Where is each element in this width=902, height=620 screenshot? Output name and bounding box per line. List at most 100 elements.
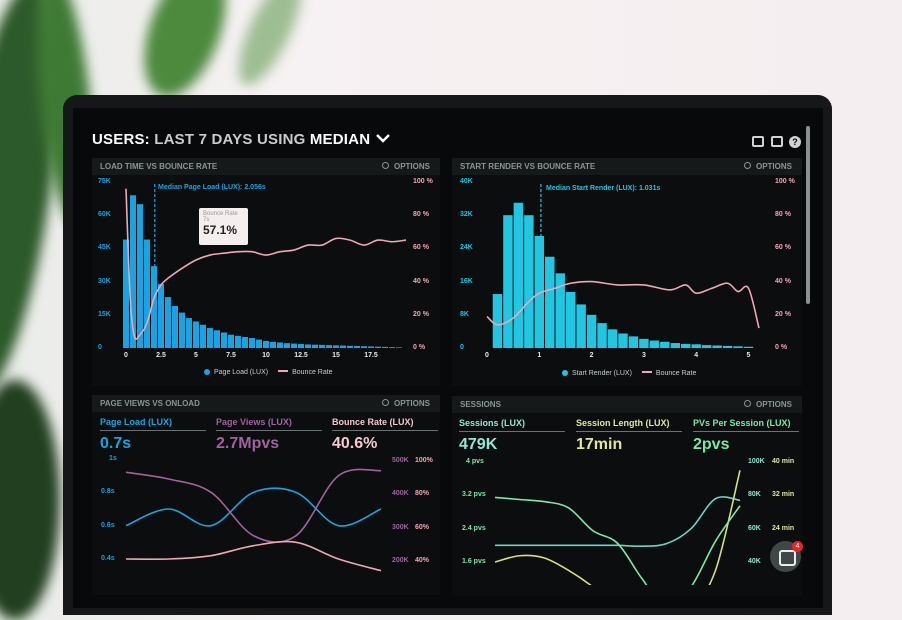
tooltip-value: 57.1% [203, 223, 238, 237]
y-tick-label: 16K [460, 277, 473, 285]
histogram-bar [681, 343, 691, 348]
y2-tick-label: 60 % [775, 244, 791, 252]
load-time-chart [123, 184, 407, 348]
monitor-icon[interactable] [752, 136, 764, 147]
scrollbar[interactable] [806, 126, 810, 304]
legend-item-bounce[interactable]: Bounce Rate [268, 369, 333, 376]
pvs-per-session-line [494, 496, 741, 585]
y2-tick-label: 40K [748, 557, 761, 565]
histogram-bar [319, 344, 325, 348]
histogram-bar [214, 330, 220, 348]
x-tick-label: 15 [332, 352, 340, 359]
options-button[interactable]: OPTIONS [744, 400, 792, 409]
help-icon[interactable]: ? [789, 136, 801, 148]
histogram-bar [649, 340, 660, 348]
histogram-bar [361, 346, 367, 348]
histogram-bar [284, 343, 290, 348]
legend-dot [562, 370, 568, 376]
y2-tick-label: 100K [748, 458, 765, 465]
y2-tick-label: 60K [748, 524, 761, 532]
bounce-rate-line [486, 280, 760, 329]
histogram-bar [333, 345, 339, 348]
page-load-line [125, 487, 382, 527]
y3-tick-label: 80% [415, 490, 430, 498]
histogram-bar [628, 336, 639, 348]
y-tick-label: 0.4s [101, 554, 115, 562]
legend: Start Render (LUX) Bounce Rate [562, 370, 696, 377]
y2-tick-label: 100 % [775, 178, 795, 185]
histogram-bar [670, 343, 681, 348]
title-using: USING [256, 131, 306, 148]
page-views-line [125, 468, 382, 543]
legend-item-bounce[interactable]: Bounce Rate [632, 370, 696, 377]
kpi-sessions: Sessions (LUX) 479K [459, 418, 565, 454]
histogram-bar [347, 345, 353, 348]
options-button[interactable]: OPTIONS [382, 162, 430, 171]
panel-page-views: PAGE VIEWS VS ONLOAD OPTIONS [92, 395, 440, 595]
chevron-down-icon[interactable] [375, 133, 391, 143]
histogram-bar [354, 346, 360, 348]
options-button[interactable]: OPTIONS [382, 399, 430, 408]
notification-badge: 4 [792, 541, 803, 552]
histogram-bar [597, 323, 607, 348]
panel-sessions: SESSIONS OPTIONS [452, 396, 802, 596]
share-icon[interactable] [771, 136, 783, 147]
bounce-rate-line [125, 188, 407, 340]
x-tick-label: 2.5 [156, 352, 166, 359]
title-range: LAST 7 DAYS [154, 131, 253, 148]
page-title[interactable]: USERS: LAST 7 DAYS USING MEDIAN [92, 131, 391, 148]
session-length-line [494, 470, 741, 585]
histogram-bar [368, 346, 374, 348]
histogram-bar [733, 346, 743, 348]
histogram-bar [618, 333, 628, 348]
title-users: USERS: [92, 131, 150, 148]
median-label: Median Page Load (LUX): 2.056s [158, 184, 266, 191]
sessions-chart [494, 470, 741, 585]
y-tick-label: 8K [460, 310, 469, 318]
median-label: Median Start Render (LUX): 1.031s [546, 185, 661, 192]
y-tick-label: 45K [98, 244, 111, 252]
y-tick-label: 0.6s [101, 521, 115, 529]
tooltip-x: 7s [203, 217, 210, 223]
options-button[interactable]: OPTIONS [744, 162, 792, 171]
y-tick-label: 1.6 pvs [462, 557, 486, 565]
y2-tick-label: 80K [748, 491, 761, 499]
histogram-bar [312, 344, 318, 348]
kpi-bounce-rate: Bounce Rate (LUX) 40.6% [332, 417, 438, 453]
histogram-bar [375, 346, 381, 348]
panel-title: START RENDER VS BOUNCE RATE [460, 162, 596, 171]
histogram-bar [389, 347, 395, 348]
y3-tick-label: 40% [415, 556, 430, 564]
histogram-bar [130, 195, 136, 348]
y2-tick-label: 300K [392, 523, 409, 531]
y-tick-label: 15K [98, 310, 111, 318]
y-tick-label: 3.2 pvs [462, 491, 486, 499]
histogram-bar [242, 336, 248, 348]
legend-label: Page Load (LUX) [214, 369, 269, 376]
histogram-bar [298, 344, 304, 348]
y-tick-label: 60K [98, 211, 111, 219]
y-tick-label: 2.4 pvs [462, 524, 486, 532]
histogram-bar [123, 239, 129, 348]
histogram-bar [743, 346, 754, 348]
legend-item-page-load[interactable]: Page Load (LUX) [204, 369, 268, 376]
histogram-bar [263, 340, 269, 348]
x-tick-label: 12.5 [294, 352, 308, 359]
histogram-bar [186, 318, 192, 348]
y2-tick-label: 80 % [413, 211, 429, 219]
histogram-bar [200, 324, 206, 348]
histogram-bar [151, 266, 157, 348]
histogram-bar [607, 329, 618, 348]
x-tick-label: 0 [124, 352, 128, 359]
legend-item-start-render[interactable]: Start Render (LUX) [562, 370, 632, 377]
y-tick-label: 0.8s [101, 488, 115, 496]
histogram-bar [545, 256, 555, 348]
histogram-bar [305, 344, 311, 348]
y2-tick-label: 40 % [413, 277, 429, 285]
y-tick-label: 0 [98, 344, 102, 351]
histogram-bar [235, 335, 241, 348]
histogram-bar [492, 294, 503, 348]
histogram-bar [576, 304, 586, 348]
histogram-bar [172, 305, 178, 348]
y-tick-label: 24K [460, 244, 473, 252]
